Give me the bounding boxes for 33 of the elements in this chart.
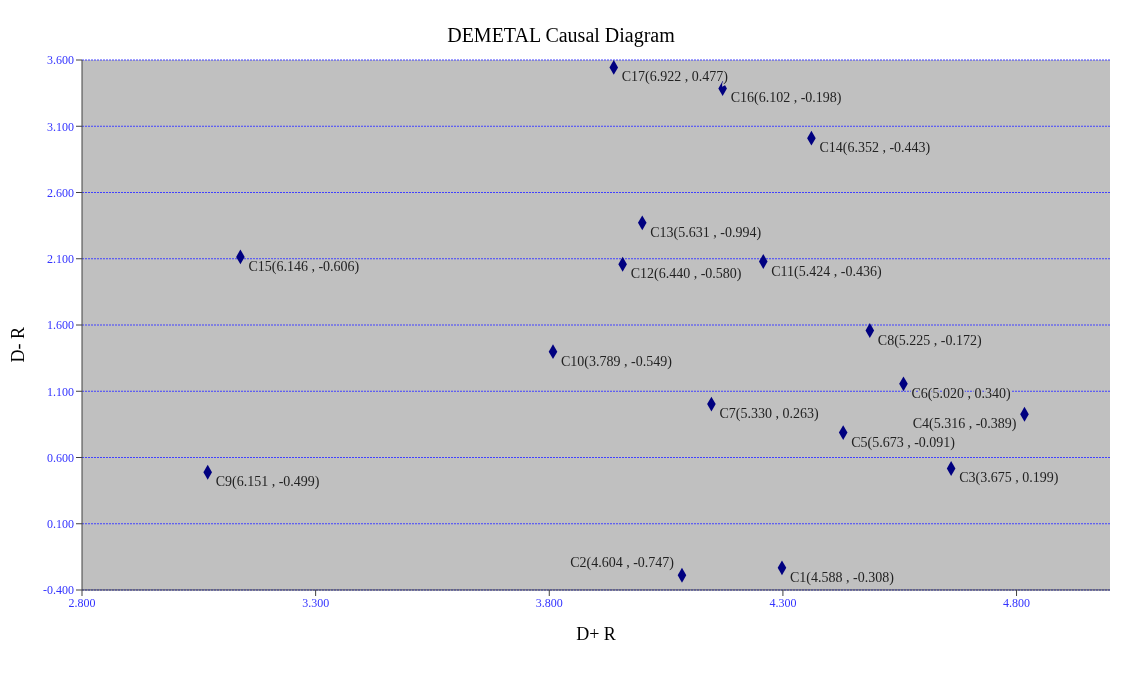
y-tick-label: 1.600 <box>47 318 74 333</box>
annotation: C8(5.225 , -0.172) <box>877 332 982 349</box>
annotation: C16(6.102 , -0.198) <box>730 90 842 107</box>
chart-title: DEMETAL Causal Diagram <box>446 23 676 49</box>
annotation: C3(3.675 , 0.199) <box>959 470 1059 487</box>
x-tick-label: 2.800 <box>68 595 96 610</box>
x-tick-label: 3.300 <box>302 595 330 610</box>
annotation: C12(6.440 , -0.580) <box>630 266 742 283</box>
annotation: C14(6.352 , -0.443) <box>819 140 931 157</box>
annotation: C15(6.146 , -0.606) <box>248 258 360 275</box>
y-axis-title: D- R <box>8 327 29 363</box>
annotation: C9(6.151 , -0.499) <box>215 474 320 491</box>
annotation: C1(4.588 , -0.308) <box>789 569 895 586</box>
y-tick-label: 0.600 <box>47 450 74 465</box>
annotation: C13(5.631 , -0.994) <box>650 224 762 241</box>
y-tick-label: 0.100 <box>47 517 74 532</box>
x-tick-label: 4.800 <box>1003 595 1031 610</box>
annotation: C4(5.316 , -0.389) <box>912 416 1017 433</box>
y-tick-label: 3.100 <box>47 119 74 134</box>
x-tick-label: 4.300 <box>769 595 797 610</box>
annotation: C7(5.330 , 0.263) <box>719 406 819 423</box>
y-tick-label: 1.100 <box>47 384 74 399</box>
annotation: C2(4.604 , -0.747) <box>570 555 675 572</box>
x-tick-label: 3.800 <box>535 595 563 610</box>
y-tick-label: -0.400 <box>43 583 74 598</box>
annotation: C10(3.789 , -0.549) <box>561 353 673 370</box>
x-axis-title: D+ R <box>576 624 616 644</box>
annotation: C11(5.424 , -0.436) <box>771 263 882 280</box>
annotation: C5(5.673 , -0.091) <box>851 434 956 451</box>
annotation: C17(6.922 , 0.477) <box>621 69 729 86</box>
y-tick-label: 2.600 <box>47 185 74 200</box>
y-tick-label: 3.600 <box>47 53 74 68</box>
y-tick-label: 2.100 <box>47 252 74 267</box>
